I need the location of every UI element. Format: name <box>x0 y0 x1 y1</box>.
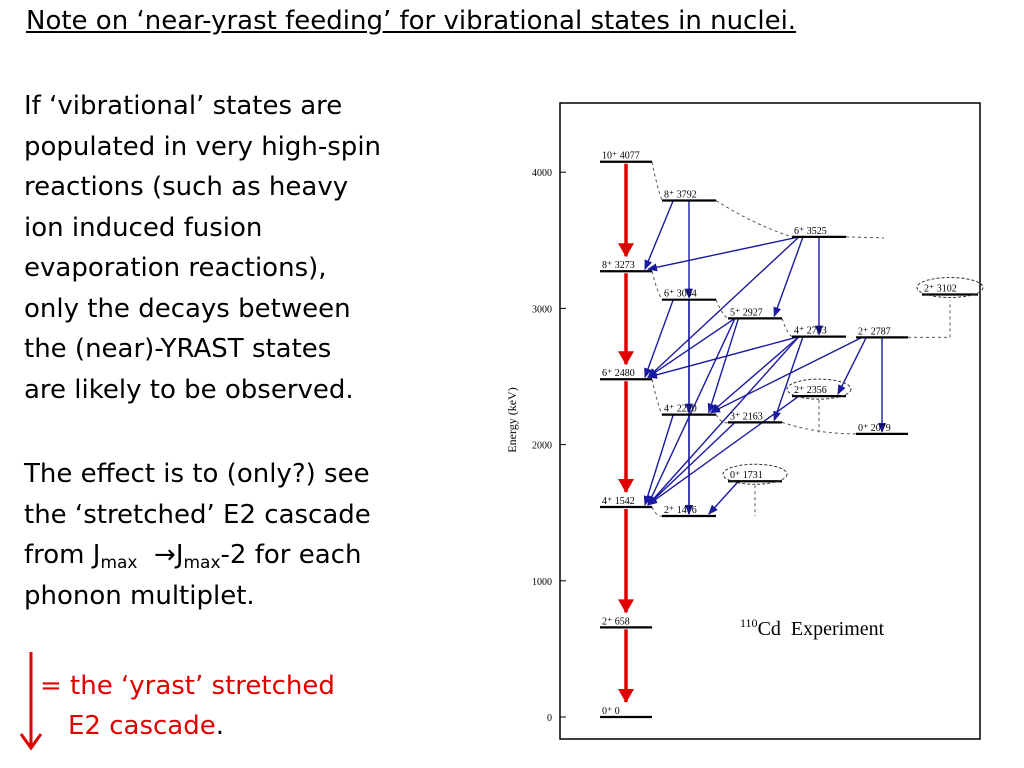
text-line: The effect is to (only?) see <box>24 459 370 489</box>
band-connector <box>715 200 793 238</box>
text-line: are likely to be observed. <box>24 374 354 405</box>
band-connector <box>715 414 729 424</box>
paragraph-effect: The effect is to (only?) see the ‘stretc… <box>24 454 371 616</box>
level-circle <box>916 277 984 299</box>
feeding-transition-arrow <box>644 299 674 379</box>
feeding-transition-arrow <box>773 236 804 318</box>
y-tick-label: 0 <box>547 713 552 724</box>
energy-level-label: 6⁺ 3525 <box>794 226 827 237</box>
energy-level-label: 2⁺ 3102 <box>924 284 957 295</box>
legend-yrast-cascade: = the ‘yrast’ stretched E2 cascade. <box>40 666 335 746</box>
energy-level-label: 8⁺ 3792 <box>664 190 697 201</box>
nucleus-annotation: 110Cd Experiment <box>740 616 885 640</box>
text-line: evaporation reactions), <box>24 253 327 283</box>
feeding-transition-arrow <box>647 236 800 272</box>
feeding-transition-arrow <box>647 335 800 379</box>
text-line: phonon multiplet. <box>24 580 255 611</box>
y-tick-label: 1000 <box>532 577 552 588</box>
subscript: max <box>183 553 221 573</box>
plot-frame <box>559 102 981 740</box>
feeding-transition-arrow <box>837 337 867 396</box>
text-line: the ‘stretched’ E2 cascade <box>24 499 371 530</box>
energy-level-label: 4⁺ 2220 <box>664 404 697 415</box>
band-connectors <box>651 161 951 517</box>
text-fragment: from J <box>24 540 101 570</box>
energy-levels: 0⁺ 0 2⁺ 658 4⁺ 1542 6⁺ 2480 8⁺ 3273 10⁺ 4077 2… <box>600 151 984 719</box>
band-connector <box>845 236 885 239</box>
y-tick-label: 2000 <box>532 441 552 452</box>
energy-level-label: 2⁺ 2787 <box>858 326 891 337</box>
experiment-label: Experiment <box>791 618 885 640</box>
text-line: reactions (such as heavy <box>24 172 349 202</box>
energy-level-label: 6⁺ 2480 <box>602 368 635 379</box>
feeding-transition-arrow <box>773 336 804 422</box>
paragraph-vibrational-states: If ‘vibrational’ states are populated in… <box>24 86 381 410</box>
feeding-transition-arrow <box>647 236 800 378</box>
feeding-transition-arrow <box>707 318 740 414</box>
energy-level-label: 8⁺ 3273 <box>602 260 635 271</box>
feeding-transition-arrow <box>710 336 800 414</box>
energy-level-label: 5⁺ 2927 <box>730 307 763 318</box>
y-tick-label: 3000 <box>532 304 552 315</box>
text-fragment: →J <box>154 540 184 570</box>
level-scheme-diagram: Energy (keV) 0 1000 2000 3000 4000 0⁺ 0 2⁺ 65… <box>505 102 984 740</box>
y-tick-label: 4000 <box>532 168 552 179</box>
text-line: ion induced fusion <box>24 212 263 243</box>
energy-level-label: 4⁺ 1542 <box>602 496 635 507</box>
text-line: If ‘vibrational’ states are <box>24 91 343 121</box>
feeding-transition-arrow <box>647 336 800 506</box>
energy-level-label: 0⁺ 1731 <box>730 470 763 481</box>
y-axis-ticks: 0 1000 2000 3000 4000 <box>532 168 566 724</box>
text-line: populated in very high-spin <box>24 131 382 162</box>
feeding-transition-arrow <box>708 480 740 515</box>
text-line-jmax: from Jmax →Jmax-2 for each <box>24 535 371 576</box>
legend-line1: = the ‘yrast’ stretched <box>40 671 335 701</box>
feeding-transition-arrow <box>647 318 736 506</box>
mass-number: 110 <box>740 616 758 630</box>
feeding-transitions <box>643 200 886 515</box>
feeding-transition-arrow <box>647 317 736 378</box>
feeding-transition-arrow <box>647 395 800 506</box>
band-connector <box>651 271 663 300</box>
energy-level-label: 0⁺ 0 <box>602 706 620 717</box>
legend-line2: E2 cascade <box>68 711 216 741</box>
level-circle <box>786 378 852 400</box>
energy-level-label: 2⁺ 658 <box>602 616 630 627</box>
band-connector <box>715 299 729 319</box>
feeding-transition-arrow <box>644 200 674 271</box>
energy-level-label: 0⁺ 2079 <box>858 423 891 434</box>
y-axis-label: Energy (keV) <box>505 387 519 452</box>
energy-level-label: 10⁺ 4077 <box>602 151 640 162</box>
level-circle <box>722 463 788 485</box>
band-connector <box>651 506 663 517</box>
legend-period: . <box>215 711 225 741</box>
text-fragment: -2 for each <box>220 540 362 570</box>
element-symbol: Cd <box>758 618 781 640</box>
energy-level-label: 3⁺ 2163 <box>730 411 763 422</box>
energy-level-label: 2⁺ 1476 <box>664 505 697 516</box>
slide-title: Note on ‘near-yrast feeding’ for vibrati… <box>26 6 797 36</box>
band-connector <box>651 161 663 201</box>
band-connector <box>781 318 793 338</box>
energy-level-label: 2⁺ 2356 <box>794 385 827 396</box>
text-line: the (near)-YRAST states <box>24 334 332 364</box>
band-connector <box>651 379 663 415</box>
red-down-arrow-icon <box>19 652 43 751</box>
subscript: max <box>100 553 138 573</box>
feeding-transition-arrow <box>710 336 863 414</box>
energy-level-label: 4⁺ 2793 <box>794 326 827 337</box>
feeding-transition-arrow <box>647 421 736 506</box>
energy-level-label: 6⁺ 3064 <box>664 289 697 300</box>
text-line: only the decays between <box>24 293 351 324</box>
feeding-transition-arrow <box>643 414 674 506</box>
